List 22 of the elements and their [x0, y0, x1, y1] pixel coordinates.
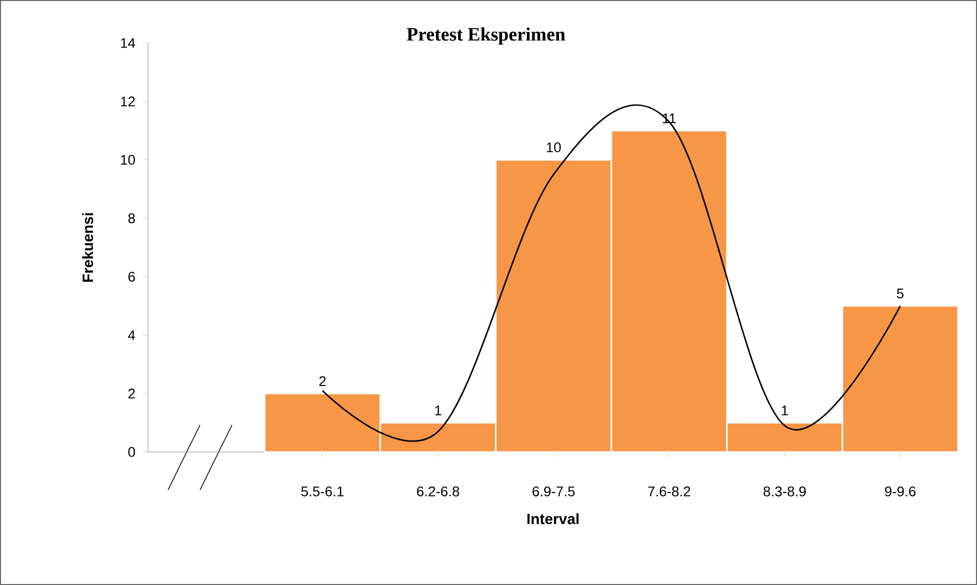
- x-tick-label: 9-9.6: [884, 486, 916, 496]
- y-axis-title: Frekuensi: [82, 213, 94, 282]
- data-label: 1: [782, 406, 788, 416]
- y-tick-label: 6: [128, 272, 135, 282]
- x-tick-label: 5.5-6.1: [301, 486, 344, 496]
- data-label: 2: [319, 376, 326, 386]
- x-tick-label: 6.2-6.8: [417, 486, 460, 496]
- x-tick-label: 7.6-8.2: [648, 486, 690, 496]
- y-tick-label: 2: [128, 388, 135, 398]
- x-axis-title: Interval: [527, 513, 579, 524]
- data-label: 10: [546, 142, 561, 152]
- y-tick-label: 12: [121, 96, 135, 106]
- data-label: 5: [896, 288, 904, 298]
- y-tick-label: 4: [128, 330, 136, 340]
- y-tick-label: 8: [128, 213, 135, 224]
- data-label: 1: [435, 406, 442, 416]
- chart-title: Pretest Eksperimen: [406, 27, 566, 45]
- x-tick-label: 6.9-7.5: [532, 486, 575, 496]
- y-tick-label: 14: [121, 38, 136, 48]
- y-tick-label: 0: [128, 447, 135, 457]
- y-tick-label: 10: [121, 154, 135, 165]
- x-tick-label: 8.3-8.9: [764, 486, 806, 496]
